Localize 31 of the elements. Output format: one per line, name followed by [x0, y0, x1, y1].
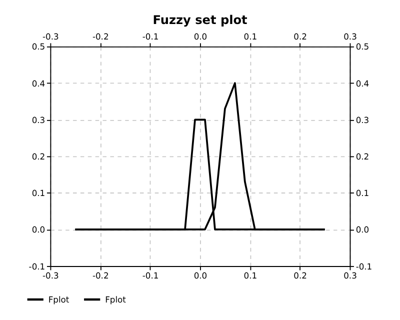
x2-tick-label: 0.1 [244, 32, 258, 42]
x2-tick-label: -0.1 [142, 32, 159, 42]
x-tick-label: -0.2 [92, 270, 109, 281]
x2-tick-label: 0.0 [194, 32, 208, 42]
y2-tick-label: 0.3 [356, 114, 370, 125]
y-tick-label: 0.4 [32, 78, 46, 88]
legend-label: Fplot [48, 294, 70, 304]
x2-tick-label: 0.3 [344, 32, 357, 42]
y-tick-label: 0.1 [32, 188, 46, 198]
x-tick-label: -0.1 [142, 270, 159, 281]
y-tick-label: 0.3 [32, 114, 46, 125]
y2-tick-label: 0.4 [356, 78, 370, 88]
x-tick-label: 0.3 [344, 270, 357, 281]
y2-tick-label: 0.5 [356, 42, 370, 52]
y-tick-label: -0.1 [28, 261, 46, 272]
y2-tick-label: 0.2 [356, 152, 370, 162]
x2-tick-label: 0.2 [294, 32, 307, 42]
x-tick-label: 0.1 [244, 270, 258, 281]
y2-tick-label: 0.1 [356, 188, 370, 198]
y2-tick-label: 0.0 [356, 224, 370, 235]
x-tick-label: 0.0 [194, 270, 208, 281]
legend-label: Fplot [105, 294, 127, 304]
x-tick-label: 0.2 [294, 270, 307, 281]
x-tick-label: -0.3 [42, 270, 59, 281]
chart-title: Fuzzy set plot [152, 13, 248, 28]
y-tick-label: 0.0 [32, 224, 46, 235]
y-tick-label: 0.2 [32, 152, 46, 162]
x2-tick-label: -0.2 [92, 32, 109, 42]
y-tick-label: 0.5 [32, 42, 46, 52]
y2-tick-label: -0.1 [356, 261, 372, 272]
x2-tick-label: -0.3 [42, 32, 59, 42]
